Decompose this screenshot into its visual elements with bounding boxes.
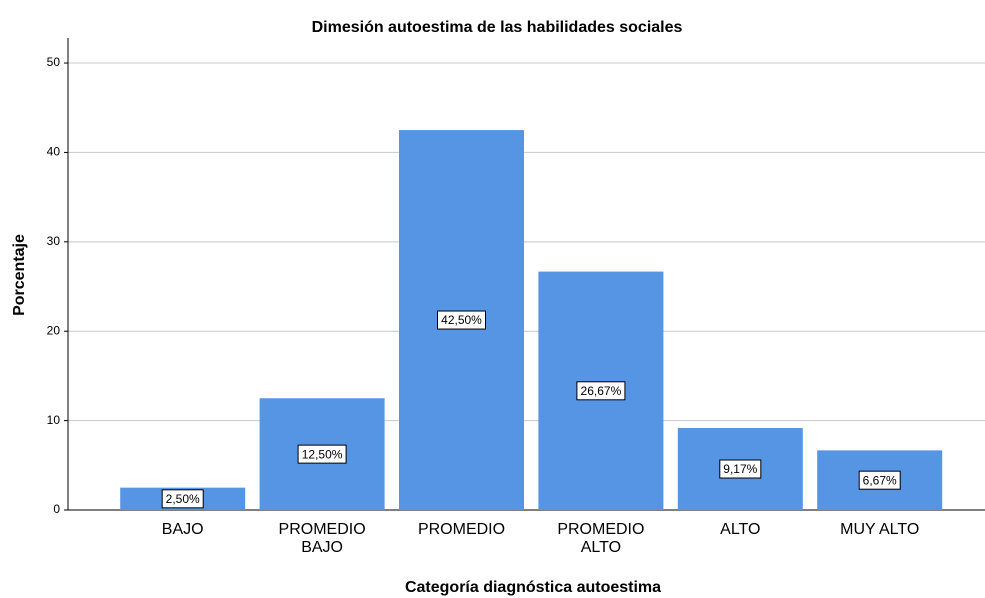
x-tick-label: MUY ALTO — [840, 521, 919, 538]
value-label: 9,17% — [723, 462, 757, 476]
value-label: 2,50% — [166, 492, 200, 506]
x-axis-label: Categoría diagnóstica autoestima — [405, 579, 661, 596]
value-label-box — [576, 381, 626, 401]
value-label-box — [719, 459, 762, 479]
y-tick-label: 30 — [47, 234, 61, 248]
y-tick-label: 40 — [47, 145, 61, 159]
x-tick-label: BAJO — [162, 521, 204, 538]
y-axis-label: Porcentaje — [11, 234, 28, 316]
value-label: 12,50% — [302, 447, 343, 461]
x-tick-label: PROMEDIO ALTO — [557, 521, 644, 556]
value-label: 26,67% — [581, 384, 622, 398]
y-tick-label: 20 — [47, 323, 61, 337]
x-tick-label: PROMEDIO BAJO — [279, 521, 366, 556]
value-label-box — [858, 470, 901, 490]
value-label-box — [437, 310, 486, 330]
value-label-box — [297, 444, 347, 464]
y-tick-label: 10 — [47, 413, 61, 427]
x-tick-label: ALTO — [720, 521, 760, 538]
value-label: 42,50% — [441, 313, 482, 327]
y-tick-label: 0 — [53, 502, 60, 516]
y-tick-label: 50 — [47, 55, 61, 69]
value-label-box — [161, 489, 204, 509]
value-label: 6,67% — [863, 473, 897, 487]
chart-title: Dimesión autoestima de las habilidades s… — [312, 19, 683, 36]
x-tick-label: PROMEDIO — [418, 521, 505, 538]
